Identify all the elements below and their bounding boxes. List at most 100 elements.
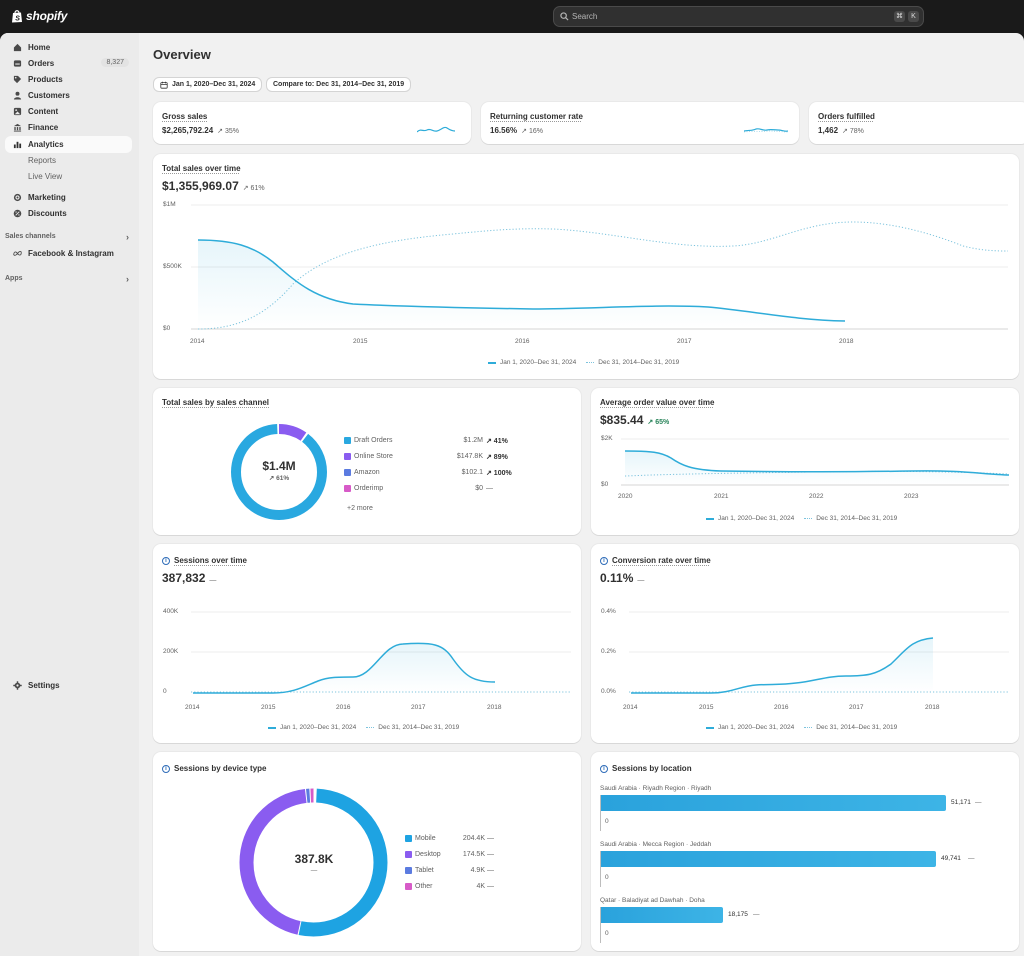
conversion-chart — [629, 611, 1009, 694]
aov-card: Average order value over time $835.44 ↗ 6… — [591, 388, 1019, 535]
sidebar-item-settings[interactable]: Settings — [5, 677, 132, 694]
sidebar-item-label: Orders — [28, 59, 55, 68]
current-series-line — [197, 239, 846, 322]
chart-legend: Jan 1, 2020–Dec 31, 2024 Dec 31, 2014–Dec… — [706, 515, 897, 522]
legend-item: Amazon — [344, 469, 380, 476]
kpi-label: Orders fulfilled — [818, 112, 875, 121]
legend-value: $147.8K — [456, 453, 483, 460]
total-sales-card: Total sales over time $1,355,969.07 ↗ 61%… — [153, 154, 1019, 379]
info-icon[interactable]: i — [600, 764, 608, 773]
sidebar-item-customers[interactable]: Customers — [5, 87, 132, 104]
info-icon[interactable]: i — [600, 556, 608, 565]
section-label: Sales channels — [5, 233, 56, 240]
bar-value: 51,171 — [951, 799, 971, 806]
sidebar-item-label: Products — [28, 75, 63, 84]
bar-change: — — [968, 855, 975, 862]
sidebar-item-products[interactable]: Products — [5, 71, 132, 88]
sidebar-item-content[interactable]: Content — [5, 103, 132, 120]
sidebar-item-label: Marketing — [28, 193, 66, 202]
legend-current: Jan 1, 2020–Dec 31, 2024 — [718, 515, 795, 522]
date-range-label: Jan 1, 2020–Dec 31, 2024 — [172, 81, 256, 88]
sidebar-item-facebook-instagram[interactable]: Facebook & Instagram — [5, 245, 132, 262]
sidebar-item-analytics[interactable]: Analytics — [5, 136, 132, 153]
y-tick: $2K — [601, 435, 613, 442]
shopify-logo[interactable]: S shopify — [11, 9, 67, 23]
kpi-card-returning-customer-rate[interactable]: Returning customer rate 16.56% ↗ 16% — [481, 102, 799, 144]
date-range-picker[interactable]: Jan 1, 2020–Dec 31, 2024 — [153, 77, 263, 92]
current-series-area — [631, 638, 933, 693]
y-tick: $0 — [163, 325, 171, 332]
apps-section[interactable]: Apps › — [5, 274, 132, 284]
command-key: ⌘ — [894, 11, 905, 22]
sidebar-item-label: Discounts — [28, 209, 67, 218]
kpi-change: ↗ 35% — [217, 128, 239, 135]
sidebar-item-marketing[interactable]: Marketing — [5, 189, 132, 206]
kpi-card-gross-sales[interactable]: Gross sales $2,265,792.24 ↗ 35% — [153, 102, 471, 144]
x-tick: 2015 — [261, 704, 276, 711]
home-icon — [13, 43, 22, 52]
location-bar[interactable] — [601, 795, 946, 811]
y-tick: $1M — [163, 201, 176, 208]
axis-line — [600, 795, 601, 831]
x-tick: 2016 — [336, 704, 351, 711]
legend-previous: Dec 31, 2014–Dec 31, 2019 — [378, 724, 460, 731]
legend-item: Orderimp — [344, 485, 383, 492]
search-icon — [560, 12, 569, 21]
sidebar-item-discounts[interactable]: Discounts — [5, 205, 132, 222]
top-bar: S shopify Search ⌘ K — [0, 0, 1024, 33]
sessions-chart — [191, 611, 571, 694]
legend-item: Mobile — [405, 835, 436, 842]
sidebar-item-home[interactable]: Home — [5, 39, 132, 56]
info-icon[interactable]: i — [162, 556, 170, 565]
sparkline — [417, 126, 456, 133]
donut-center-value: $1.4M — [262, 459, 296, 473]
y-tick: 0.4% — [601, 608, 616, 615]
x-tick: 2014 — [623, 704, 638, 711]
total-sales-value: $1,355,969.07 ↗ 61% — [162, 179, 265, 193]
donut-slice-desktop — [239, 788, 388, 937]
sessions-card: i Sessions over time 387,832— 400K 200K 0… — [153, 544, 581, 743]
info-icon[interactable]: i — [162, 764, 170, 773]
axis-line — [600, 907, 601, 943]
legend-item: Other — [405, 883, 433, 890]
legend-value: $0 — [475, 485, 483, 492]
sidebar-item-label: Content — [28, 107, 59, 116]
card-title: i Sessions by device type — [162, 764, 267, 773]
change-indicator: — — [637, 577, 645, 584]
donut-center-value: 387.8K — [294, 852, 334, 866]
chevron-right-icon: › — [126, 232, 129, 242]
legend-value: $102.1 — [461, 469, 483, 476]
sidebar-item-live-view[interactable]: Live View — [5, 168, 132, 185]
tag-icon — [13, 75, 22, 84]
current-series-line — [631, 637, 934, 694]
meta-icon — [13, 250, 22, 256]
location-bar[interactable] — [601, 851, 936, 867]
location-bar[interactable] — [601, 907, 723, 923]
sidebar-item-finance[interactable]: Finance — [5, 119, 132, 136]
channel-donut-chart — [231, 424, 327, 520]
sidebar-item-label: Settings — [28, 681, 60, 690]
sidebar-item-reports[interactable]: Reports — [5, 152, 132, 169]
legend-current: Jan 1, 2020–Dec 31, 2024 — [718, 724, 795, 731]
kpi-value: 1,462 ↗ 78% — [818, 126, 864, 135]
compare-picker[interactable]: Compare to: Dec 31, 2014–Dec 31, 2019 — [266, 77, 412, 92]
chart-legend: Jan 1, 2020–Dec 31, 2024 Dec 31, 2014–Dec… — [268, 724, 459, 731]
legend-item: Tablet — [405, 867, 434, 874]
card-title: i Conversion rate over time — [600, 556, 711, 565]
search-input[interactable]: Search ⌘ K — [553, 6, 924, 27]
kpi-change: ↗ 16% — [521, 128, 543, 135]
x-tick: 2017 — [411, 704, 426, 711]
sidebar-item-orders[interactable]: Orders 8,327 — [5, 55, 132, 72]
x-tick: 2017 — [849, 704, 864, 711]
y-tick: $500K — [163, 263, 182, 270]
location-label: Saudi Arabia · Mecca Region · Jeddah — [600, 841, 712, 848]
legend-change: ↗ 100% — [486, 470, 512, 477]
sidebar-item-label: Home — [28, 43, 51, 52]
donut-center-change: — — [310, 867, 318, 874]
current-series-area — [198, 240, 845, 329]
x-tick: 2018 — [487, 704, 502, 711]
kpi-card-orders-fulfilled[interactable]: Orders fulfilled 1,462 ↗ 78% — [809, 102, 1024, 144]
sales-channels-section[interactable]: Sales channels › — [5, 232, 132, 242]
more-channels-link[interactable]: +2 more — [347, 505, 373, 512]
conversion-card: i Conversion rate over time 0.11% — 0.4% 0… — [591, 544, 1019, 743]
